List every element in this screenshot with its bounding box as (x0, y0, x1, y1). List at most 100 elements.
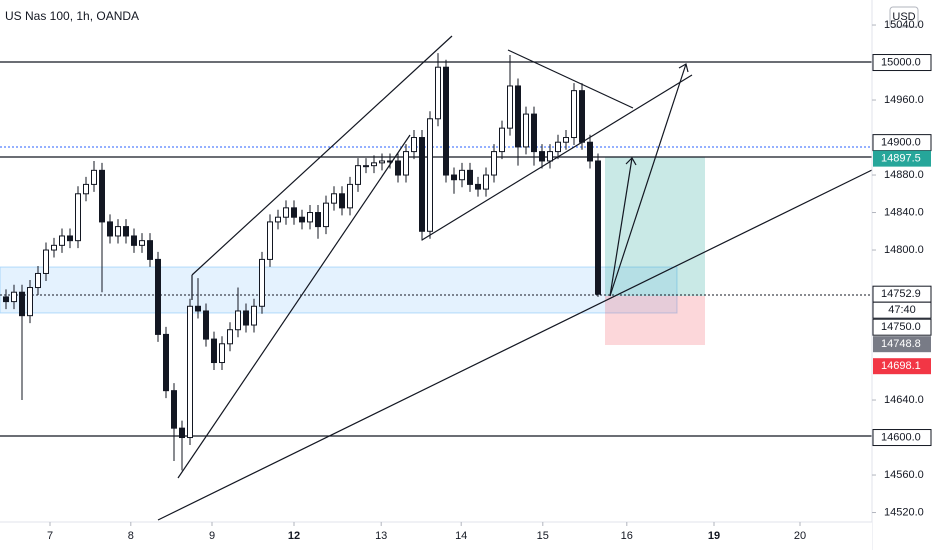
candles (3, 53, 601, 471)
candle-body (579, 90, 585, 143)
y-tick-label: 14640.0 (884, 394, 924, 406)
candle-body (563, 137, 569, 143)
candle-body (411, 137, 417, 153)
demand-zone (0, 266, 678, 314)
candle-body (499, 127, 505, 153)
candle-body (259, 258, 265, 307)
candle-body (347, 183, 353, 209)
candle-body (555, 141, 561, 153)
arrow-head (678, 63, 689, 73)
x-tick-label: 9 (209, 530, 215, 542)
countdown: 47:40 (888, 304, 916, 316)
candle-body (483, 174, 489, 190)
x-tick-label: 12 (288, 530, 300, 542)
candle-body (163, 333, 169, 392)
candle-body (443, 66, 449, 176)
candle-body (275, 216, 281, 223)
price-label-box (872, 429, 932, 447)
candle-body (99, 169, 105, 223)
candle-body (19, 291, 25, 317)
price-label: 14900.0 (881, 137, 921, 149)
candle-body (227, 329, 233, 345)
candle-body (363, 165, 369, 168)
x-tick-label: 15 (537, 530, 549, 542)
loss-zone (605, 296, 705, 345)
candle-body (139, 240, 145, 246)
candle-body (251, 305, 257, 326)
candle-body (355, 165, 361, 185)
x-tick-label: 13 (375, 530, 387, 542)
price-label: 14748.8 (881, 338, 921, 350)
price-label: 14897.5 (881, 153, 921, 165)
price-scale (872, 0, 932, 550)
candle-body (43, 249, 49, 274)
candle-body (531, 113, 537, 153)
candle-body (339, 193, 345, 209)
candle-body (35, 272, 41, 289)
candle-body (403, 151, 409, 176)
trend-line (191, 35, 453, 276)
arrow (609, 157, 633, 297)
price-label-box (872, 54, 932, 72)
currency-button[interactable] (889, 6, 919, 28)
y-tick-label: 14520.0 (884, 506, 924, 518)
candle-body (571, 90, 577, 139)
candle-body (323, 202, 329, 228)
price-label-box (873, 336, 931, 353)
candle-body (107, 221, 113, 237)
wedge-line (421, 74, 693, 241)
time-scale (0, 522, 872, 550)
candle-body (115, 226, 121, 237)
price-label: 15000.0 (881, 56, 921, 68)
candle-body (27, 287, 33, 317)
trend-line (157, 169, 873, 521)
candle-body (507, 85, 513, 129)
price-label-box (873, 358, 931, 375)
candle-body (395, 160, 401, 176)
candle-body (291, 207, 297, 218)
candle-body (523, 113, 529, 148)
candle-body (219, 343, 225, 364)
candle-body (59, 235, 65, 246)
arrow-head (625, 157, 637, 166)
candle-body (243, 310, 249, 326)
x-tick-label: 7 (47, 530, 53, 542)
trend-line (177, 134, 411, 479)
currency[interactable]: USD (892, 11, 915, 23)
candle-body (331, 193, 337, 204)
y-tick-label: 14800.0 (884, 244, 924, 256)
profit-zone (605, 157, 705, 296)
candle-body (475, 183, 481, 190)
candle-body (587, 141, 593, 162)
candle-body (595, 160, 601, 295)
price-label-box (872, 318, 932, 336)
price-label: 14698.1 (881, 360, 921, 372)
x-tick-label: 16 (621, 530, 633, 542)
candle-body (299, 216, 305, 223)
x-tick-label: 14 (455, 530, 467, 542)
candle-body (235, 310, 241, 331)
candle-body (467, 169, 473, 185)
candle-body (435, 66, 441, 120)
price-label: 14600.0 (881, 431, 921, 443)
y-tick-label: 14840.0 (884, 206, 924, 218)
y-tick-label: 14960.0 (884, 94, 924, 106)
x-tick-label: 19 (708, 530, 720, 542)
y-tick-label: 14560.0 (884, 469, 924, 481)
countdown-box (872, 301, 932, 319)
candle-body (379, 160, 385, 164)
candle-body (179, 427, 185, 439)
y-tick-label: 15040.0 (884, 19, 924, 31)
price-label-box (873, 150, 931, 167)
candle-body (187, 305, 193, 439)
x-tick-label: 8 (128, 530, 134, 542)
candle-body (3, 296, 9, 303)
candle-body (539, 151, 545, 162)
candle-body (131, 235, 137, 246)
candle-body (419, 137, 425, 232)
candle-body (371, 162, 377, 167)
arrow (609, 63, 687, 297)
candle-body (307, 212, 313, 223)
candle-body (547, 151, 553, 162)
candle-body (171, 390, 177, 429)
